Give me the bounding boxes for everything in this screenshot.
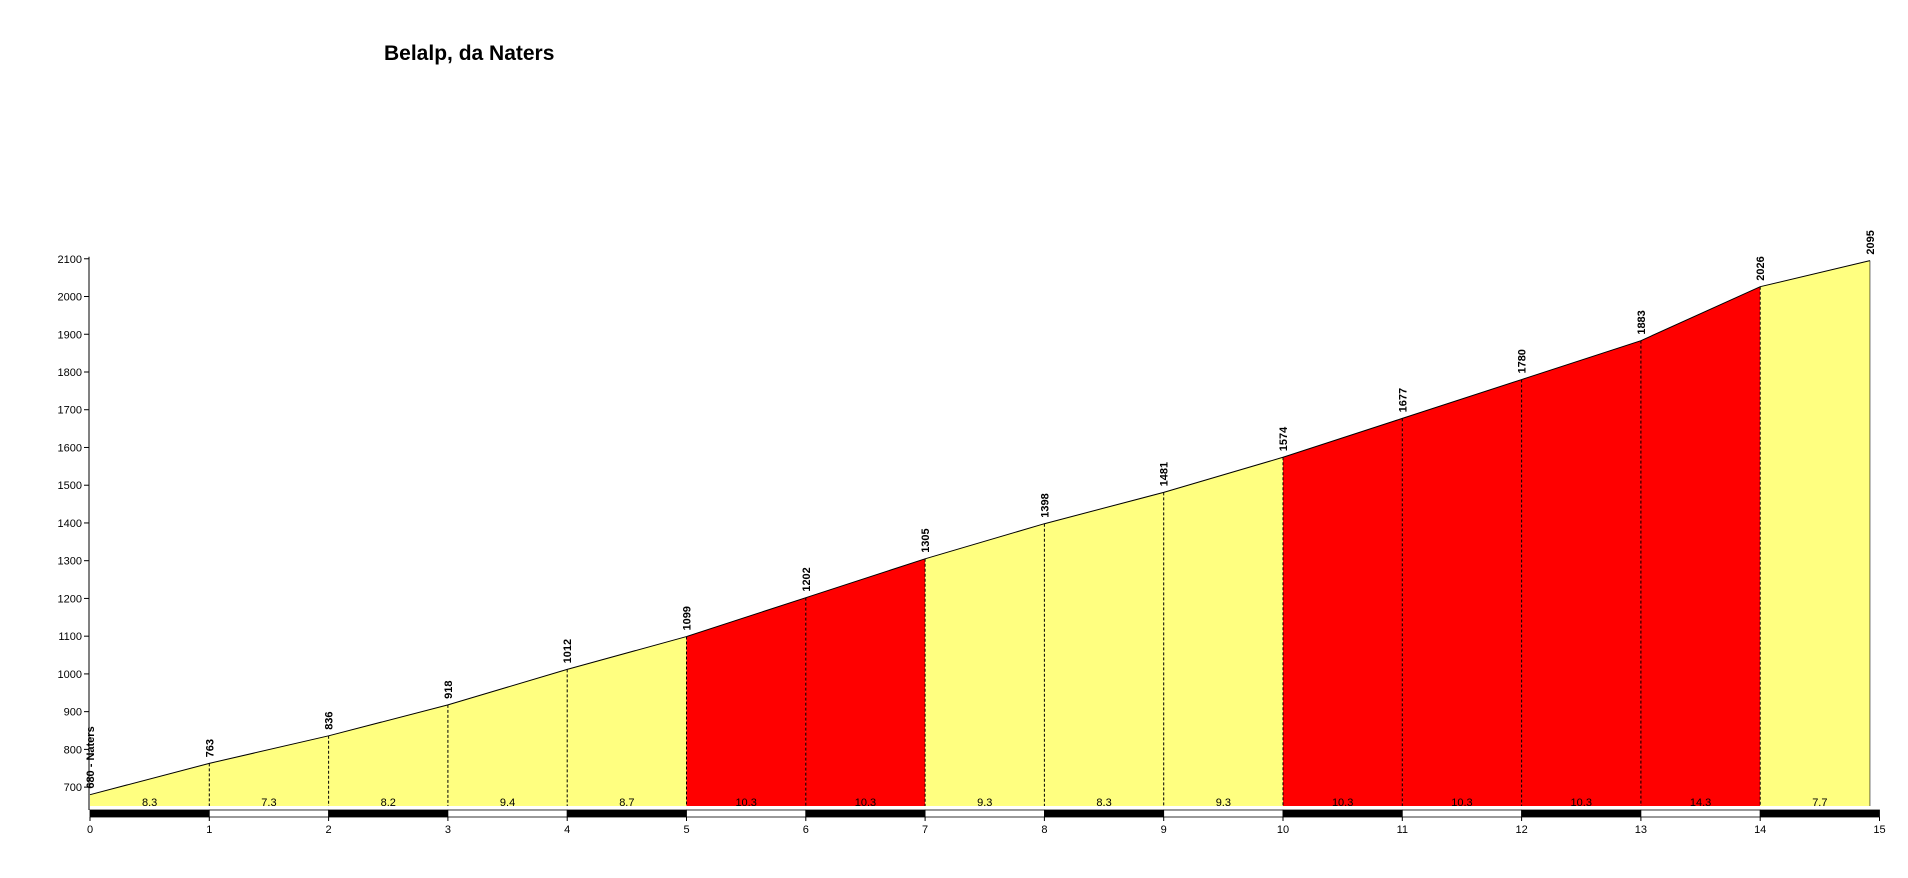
- y-tick-label: 1800: [58, 367, 82, 379]
- gradient-bar-segment: [208, 809, 330, 818]
- gradient-label: 14.3: [1690, 797, 1711, 809]
- segment-area: [328, 704, 448, 806]
- gradient-bar-segment: [1521, 809, 1642, 818]
- x-tick-label: 10: [1277, 824, 1289, 836]
- elevation-label: 1574: [1278, 426, 1290, 451]
- gradient-label: 10.3: [735, 797, 756, 809]
- segment-area: [1521, 340, 1641, 806]
- gradient-bar-segment: [1044, 809, 1165, 818]
- y-tick-label: 2100: [58, 254, 82, 266]
- segment-area: [1044, 492, 1164, 806]
- y-tick-label: 1700: [58, 405, 82, 417]
- gradient-label: 8.2: [381, 797, 396, 809]
- gradient-bar-segment: [1163, 809, 1284, 818]
- gradient-bar-segment: [924, 809, 1045, 818]
- elevation-label: 918: [443, 680, 455, 698]
- y-tick-label: 900: [64, 707, 82, 719]
- x-tick-label: 8: [1041, 824, 1047, 836]
- segment-area: [1163, 457, 1283, 806]
- elevation-label: 1012: [562, 639, 574, 663]
- y-tick-label: 700: [64, 782, 82, 794]
- elevation-label: 1305: [920, 528, 932, 552]
- y-tick-label: 1000: [58, 669, 82, 681]
- x-tick-label: 4: [564, 824, 570, 836]
- segment-area: [925, 523, 1045, 806]
- y-tick-label: 1300: [58, 556, 82, 568]
- segment-area: [1402, 379, 1522, 806]
- x-tick-label: 13: [1635, 824, 1647, 836]
- gradient-label: 7.7: [1812, 797, 1827, 809]
- segment-area: [1283, 418, 1403, 806]
- gradient-bar-segment: [1401, 809, 1523, 818]
- elevation-label: 2026: [1755, 256, 1767, 280]
- x-tick-label: 1: [206, 824, 212, 836]
- gradient-label: 9.3: [977, 797, 992, 809]
- x-tick-label: 15: [1873, 824, 1885, 836]
- segment-area: [447, 669, 568, 806]
- elevation-label: 763: [204, 739, 216, 757]
- gradient-bar-segment: [447, 809, 568, 818]
- elevation-label: 836: [324, 711, 336, 729]
- gradient-bar-segment: [805, 809, 926, 818]
- y-tick-label: 1100: [58, 631, 82, 643]
- y-tick-label: 1900: [58, 329, 82, 341]
- y-tick-label: 1500: [58, 480, 82, 492]
- x-tick-label: 11: [1397, 824, 1408, 836]
- x-tick-label: 5: [683, 824, 689, 836]
- elevation-label: 680 - Naters: [85, 726, 97, 788]
- gradient-bar-segment: [1640, 809, 1761, 818]
- y-tick-label: 1200: [58, 593, 82, 605]
- y-tick-label: 800: [64, 744, 82, 756]
- gradient-bar-segment: [89, 809, 210, 818]
- gradient-label: 10.3: [855, 797, 876, 809]
- gradient-label: 10.3: [1451, 797, 1472, 809]
- gradient-bar-segment: [686, 809, 807, 818]
- segment-area: [686, 597, 806, 806]
- segment-area: [1640, 286, 1761, 806]
- elevation-label: 1202: [801, 567, 813, 591]
- segment-area: [567, 636, 687, 806]
- segment-area: [90, 763, 210, 806]
- x-tick-label: 14: [1754, 824, 1766, 836]
- x-tick-label: 3: [445, 824, 451, 836]
- elevation-label: 1398: [1039, 493, 1051, 517]
- y-tick-label: 1600: [58, 442, 82, 454]
- x-tick-label: 0: [87, 824, 93, 836]
- segment-area: [1760, 260, 1870, 807]
- gradient-label: 9.4: [500, 797, 515, 809]
- y-tick-label: 2000: [58, 292, 82, 304]
- gradient-bar-segment: [1759, 809, 1880, 818]
- elevation-label: 1677: [1397, 388, 1409, 412]
- x-tick-label: 7: [922, 824, 928, 836]
- segment-area: [805, 558, 926, 806]
- elevation-label: 2095: [1865, 230, 1877, 254]
- x-tick-label: 12: [1515, 824, 1527, 836]
- x-tick-label: 9: [1161, 824, 1167, 836]
- y-tick-label: 1400: [58, 518, 82, 530]
- gradient-label: 8.7: [619, 797, 634, 809]
- gradient-bar-segment: [1282, 809, 1403, 818]
- elevation-label: 1099: [682, 606, 694, 630]
- chart-title: Belalp, da Naters: [384, 42, 555, 65]
- gradient-bar-segment: [566, 809, 687, 818]
- gradient-label: 7.3: [261, 797, 276, 809]
- gradient-label: 10.3: [1571, 797, 1592, 809]
- x-tick-label: 6: [803, 824, 809, 836]
- profile-line: [89, 260, 1871, 796]
- gradient-label: 9.3: [1216, 797, 1231, 809]
- x-tick-label: 2: [326, 824, 332, 836]
- elevation-label: 1883: [1636, 310, 1648, 334]
- gradient-bar-segment: [328, 809, 449, 818]
- segment-area: [209, 735, 329, 806]
- elevation-label: 1481: [1159, 462, 1171, 486]
- gradient-label: 8.3: [142, 797, 157, 809]
- elevation-label: 1780: [1517, 349, 1529, 373]
- gradient-label: 10.3: [1332, 797, 1353, 809]
- gradient-label: 8.3: [1096, 797, 1111, 809]
